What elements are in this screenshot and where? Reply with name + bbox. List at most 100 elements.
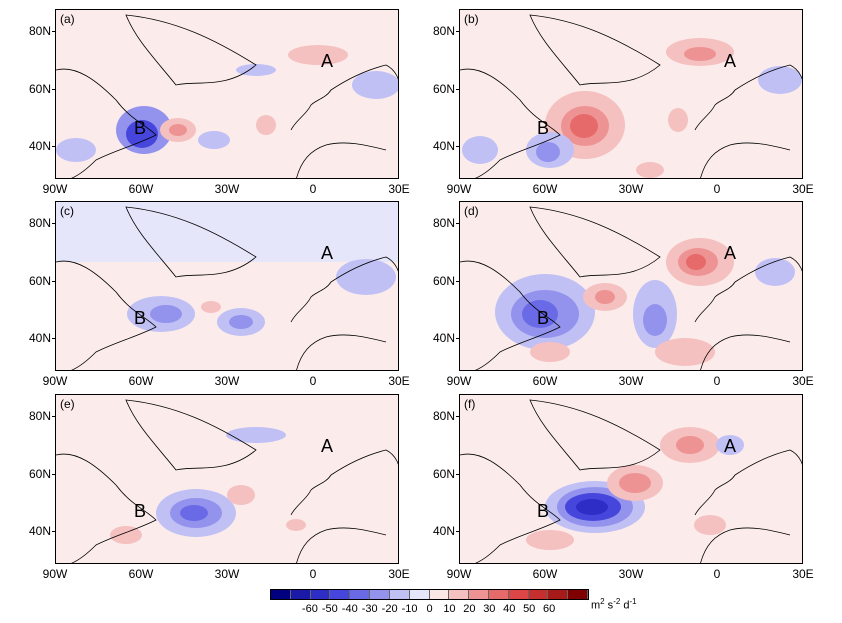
colorbar [270, 589, 589, 600]
latitude-tick [456, 223, 459, 224]
point-b-label: B [134, 118, 147, 138]
colorbar-tick-label: 50 [523, 603, 536, 615]
longitude-label: 60W [128, 567, 154, 581]
map-panel-c: (c) A B [55, 201, 399, 371]
longitude-label: 0 [713, 374, 721, 388]
colorbar-cell [469, 590, 489, 599]
colorbar-tick-label: 20 [463, 603, 476, 615]
longitude-label: 90W [446, 374, 472, 388]
longitude-label: 90W [446, 567, 472, 581]
map-panel-b: (b) A B [459, 9, 803, 179]
longitude-label: 90W [42, 182, 68, 196]
point-a-label: A [724, 436, 737, 456]
colorbar-cell [449, 590, 470, 599]
panel-label: (b) [464, 12, 479, 26]
point-b-label: B [537, 501, 550, 521]
point-a-label: A [724, 51, 737, 71]
colorbar-tick-label: -20 [381, 603, 398, 615]
colorbar-cell [409, 590, 430, 599]
panel-label: (d) [464, 204, 479, 218]
colorbar-tick-label: -10 [401, 603, 418, 615]
longitude-label: 60W [532, 182, 558, 196]
latitude-label: 40N [432, 139, 455, 153]
colorbar-unit: m2 s-2 d-1 [591, 597, 637, 612]
latitude-label: 60N [432, 274, 455, 288]
longitude-label: 30W [618, 567, 644, 581]
latitude-label: 80N [28, 216, 51, 230]
latitude-tick [52, 416, 55, 417]
panel-label: (a) [60, 12, 75, 26]
latitude-label: 40N [28, 331, 51, 345]
latitude-tick [52, 474, 55, 475]
colorbar-cell [528, 590, 549, 599]
colorbar-cell [350, 590, 371, 599]
colorbar-cell [370, 590, 390, 599]
longitude-label: 30E [792, 567, 814, 581]
colorbar-tick-label: -60 [301, 603, 318, 615]
colorbar-cell [271, 590, 291, 599]
point-a-label: A [321, 243, 334, 263]
anomaly-field [460, 14, 802, 178]
latitude-tick [52, 31, 55, 32]
longitude-label: 0 [309, 567, 317, 581]
longitude-label: 30W [214, 374, 240, 388]
colorbar-cell [568, 590, 588, 599]
longitude-label: 30E [792, 374, 814, 388]
latitude-label: 40N [432, 524, 455, 538]
point-b-label: B [537, 118, 550, 138]
anomaly-field [460, 399, 802, 563]
longitude-label: 30E [388, 374, 410, 388]
colorbar-tick-label: 10 [443, 603, 456, 615]
colorbar-cell [488, 590, 509, 599]
anomaly-field [460, 206, 802, 370]
longitude-label: 60W [128, 182, 154, 196]
longitude-label: 30E [388, 567, 410, 581]
latitude-label: 60N [28, 467, 51, 481]
latitude-label: 60N [28, 82, 51, 96]
longitude-label: 90W [42, 374, 68, 388]
longitude-label: 0 [309, 182, 317, 196]
longitude-label: 60W [532, 567, 558, 581]
colorbar-tick-label: 0 [426, 603, 433, 615]
colorbar-cell [508, 590, 529, 599]
point-b-label: B [134, 501, 147, 521]
point-a-label: A [321, 51, 334, 71]
colorbar-tick-label: -30 [361, 603, 378, 615]
latitude-label: 80N [28, 24, 51, 38]
longitude-label: 30E [388, 182, 410, 196]
longitude-label: 30E [792, 182, 814, 196]
longitude-label: 0 [713, 567, 721, 581]
latitude-tick [456, 416, 459, 417]
longitude-label: 30W [618, 182, 644, 196]
map-panel-f: (f) A B [459, 394, 803, 564]
colorbar-tick-label: -50 [321, 603, 338, 615]
latitude-label: 80N [432, 409, 455, 423]
colorbar-cell [389, 590, 410, 599]
longitude-label: 30W [214, 567, 240, 581]
latitude-tick [456, 31, 459, 32]
latitude-label: 40N [28, 139, 51, 153]
point-a-label: A [321, 436, 334, 456]
latitude-tick [52, 281, 55, 282]
map-panel-d: (d) A B [459, 201, 803, 371]
point-b-label: B [134, 308, 147, 328]
latitude-tick [456, 474, 459, 475]
latitude-tick [456, 531, 459, 532]
colorbar-cell [290, 590, 311, 599]
point-b-label: B [537, 308, 550, 328]
colorbar-cell [429, 590, 450, 599]
colorbar-cell [330, 590, 351, 599]
colorbar-tick-label: 60 [543, 603, 556, 615]
latitude-tick [456, 89, 459, 90]
latitude-tick [52, 338, 55, 339]
longitude-label: 30W [214, 182, 240, 196]
longitude-label: 90W [42, 567, 68, 581]
colorbar-tick-label: 40 [503, 603, 516, 615]
anomaly-field [56, 399, 398, 563]
map-panel-e: (e) A B [55, 394, 399, 564]
colorbar-cell [310, 590, 331, 599]
colorbar-tick-label: -40 [341, 603, 358, 615]
latitude-label: 60N [432, 467, 455, 481]
latitude-tick [52, 223, 55, 224]
anomaly-field [56, 202, 398, 370]
